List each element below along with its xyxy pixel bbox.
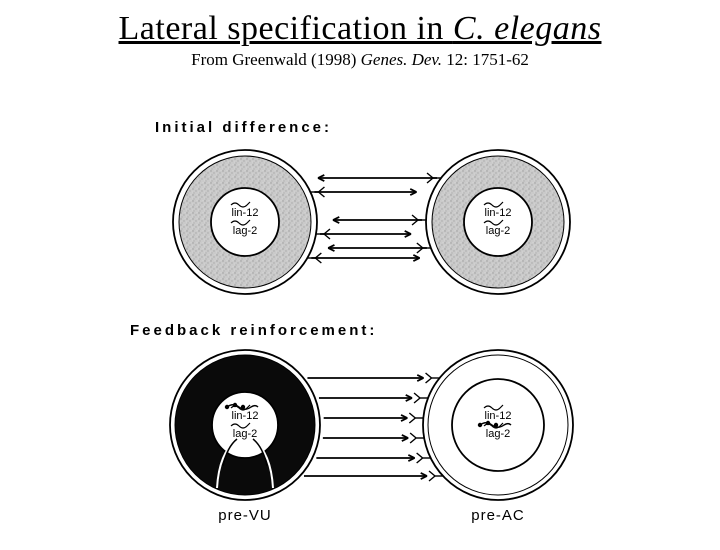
citation: From Greenwald (1998) Genes. Dev. 12: 17… [0, 50, 720, 70]
svg-text:Feedback reinforcement:: Feedback reinforcement: [130, 322, 377, 339]
citation-prefix: From Greenwald (1998) [191, 50, 361, 69]
svg-text:lag-2: lag-2 [486, 225, 510, 237]
title-plain: Lateral specification in [119, 10, 453, 47]
page-title: Lateral specification in C. elegans [0, 10, 720, 48]
svg-text:lag-2: lag-2 [233, 225, 257, 237]
svg-text:lin-12: lin-12 [485, 410, 512, 422]
title-italic: C. elegans [453, 10, 602, 47]
svg-text:lag-2: lag-2 [233, 428, 257, 440]
svg-text:lin-12: lin-12 [485, 207, 512, 219]
diagram-svg: Initial difference: lin-12 lag-2 lin-12 lag-… [0, 80, 720, 540]
svg-text:lin-12: lin-12 [232, 207, 259, 219]
citation-italic: Genes. Dev. [361, 50, 442, 69]
svg-text:lin-12: lin-12 [232, 410, 259, 422]
svg-text:pre-AC: pre-AC [471, 507, 525, 524]
svg-text:Initial difference:: Initial difference: [155, 119, 332, 136]
svg-text:lag-2: lag-2 [486, 428, 510, 440]
citation-suffix: 12: 1751-62 [442, 50, 529, 69]
svg-text:pre-VU: pre-VU [218, 507, 272, 524]
